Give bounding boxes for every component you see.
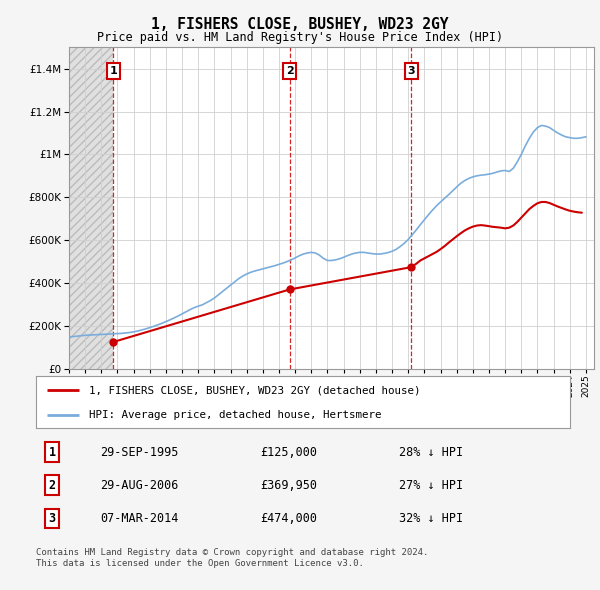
Text: 1, FISHERS CLOSE, BUSHEY, WD23 2GY (detached house): 1, FISHERS CLOSE, BUSHEY, WD23 2GY (deta… [89, 385, 421, 395]
Bar [69, 47, 113, 369]
Text: Price paid vs. HM Land Registry's House Price Index (HPI): Price paid vs. HM Land Registry's House … [97, 31, 503, 44]
Text: 1: 1 [49, 445, 56, 459]
Text: Contains HM Land Registry data © Crown copyright and database right 2024.: Contains HM Land Registry data © Crown c… [36, 548, 428, 556]
Text: 29-SEP-1995: 29-SEP-1995 [100, 445, 178, 459]
Text: 3: 3 [49, 512, 56, 525]
Bar [69, 47, 113, 369]
Text: This data is licensed under the Open Government Licence v3.0.: This data is licensed under the Open Gov… [36, 559, 364, 568]
Text: 29-AUG-2006: 29-AUG-2006 [100, 478, 178, 492]
Text: 3: 3 [407, 65, 415, 76]
Text: 2: 2 [286, 65, 293, 76]
Text: 07-MAR-2014: 07-MAR-2014 [100, 512, 178, 525]
Text: 32% ↓ HPI: 32% ↓ HPI [399, 512, 463, 525]
Text: 1, FISHERS CLOSE, BUSHEY, WD23 2GY: 1, FISHERS CLOSE, BUSHEY, WD23 2GY [151, 17, 449, 31]
Text: 1: 1 [110, 65, 117, 76]
Text: 28% ↓ HPI: 28% ↓ HPI [399, 445, 463, 459]
Text: 27% ↓ HPI: 27% ↓ HPI [399, 478, 463, 492]
Text: £369,950: £369,950 [260, 478, 317, 492]
Text: 2: 2 [49, 478, 56, 492]
Text: HPI: Average price, detached house, Hertsmere: HPI: Average price, detached house, Hert… [89, 410, 382, 419]
Text: £125,000: £125,000 [260, 445, 317, 459]
Text: £474,000: £474,000 [260, 512, 317, 525]
